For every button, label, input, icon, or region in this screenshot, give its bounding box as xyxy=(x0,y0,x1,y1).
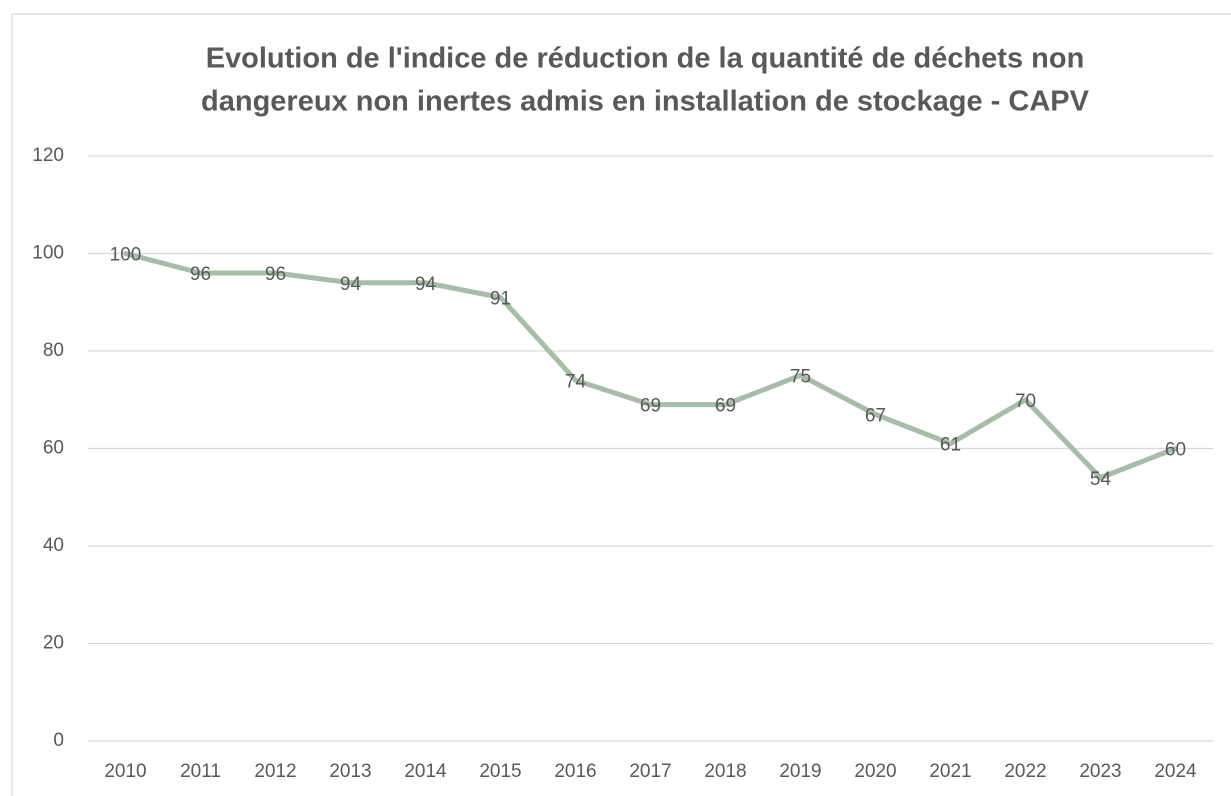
data-label: 94 xyxy=(415,274,437,295)
data-label: 70 xyxy=(1015,391,1036,412)
data-label: 69 xyxy=(640,396,661,417)
x-tick-label: 2016 xyxy=(554,761,596,782)
y-tick-label: 80 xyxy=(43,340,64,361)
x-tick-label: 2020 xyxy=(854,761,896,782)
x-tick-label: 2017 xyxy=(629,761,671,782)
x-tick-label: 2014 xyxy=(404,761,447,782)
x-tick-label: 2022 xyxy=(1004,761,1046,782)
x-tick-label: 2021 xyxy=(929,761,971,782)
data-label: 96 xyxy=(265,264,286,285)
x-tick-label: 2015 xyxy=(479,761,521,782)
x-tick-label: 2023 xyxy=(1079,761,1121,782)
data-label: 74 xyxy=(565,371,587,392)
chart-border xyxy=(11,13,1231,796)
data-label: 75 xyxy=(790,366,811,387)
x-tick-label: 2012 xyxy=(254,761,296,782)
data-label: 96 xyxy=(190,264,211,285)
x-tick-label: 2010 xyxy=(104,761,146,782)
y-tick-label: 100 xyxy=(32,243,64,264)
data-label: 54 xyxy=(1090,469,1112,490)
y-tick-label: 120 xyxy=(32,145,64,166)
y-tick-label: 40 xyxy=(43,535,64,556)
x-tick-label: 2013 xyxy=(329,761,371,782)
chart-title: dangereux non inertes admis en installat… xyxy=(201,86,1090,118)
data-label: 100 xyxy=(110,245,142,266)
data-label: 60 xyxy=(1165,440,1186,461)
x-tick-label: 2019 xyxy=(779,761,821,782)
x-tick-label: 2018 xyxy=(704,761,746,782)
y-tick-label: 20 xyxy=(43,633,64,654)
data-label: 69 xyxy=(715,396,736,417)
y-tick-label: 0 xyxy=(53,730,64,751)
data-label: 91 xyxy=(490,288,511,309)
chart-title: Evolution de l'indice de réduction de la… xyxy=(206,43,1085,75)
x-tick-label: 2011 xyxy=(180,761,221,782)
y-tick-label: 60 xyxy=(43,438,64,459)
data-label: 94 xyxy=(340,274,362,295)
line-series xyxy=(123,251,1178,481)
x-tick-label: 2024 xyxy=(1154,761,1197,782)
data-label: 67 xyxy=(865,405,886,426)
data-label: 61 xyxy=(940,435,961,456)
